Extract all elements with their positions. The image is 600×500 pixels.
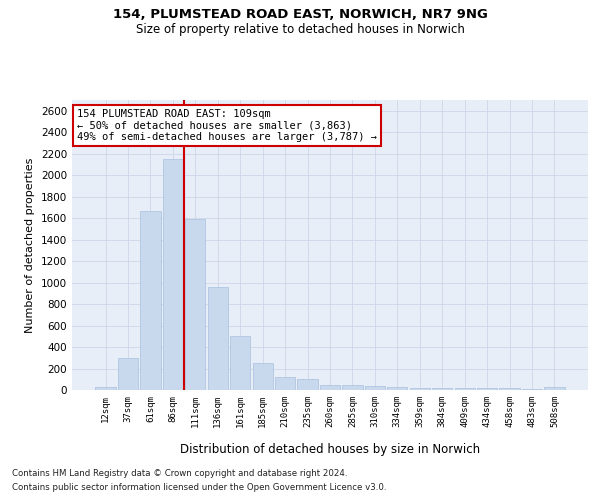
- Bar: [410, 388, 430, 390]
- Bar: [298, 380, 317, 390]
- Text: Size of property relative to detached houses in Norwich: Size of property relative to detached ho…: [136, 22, 464, 36]
- Bar: [432, 388, 452, 390]
- Bar: [253, 363, 273, 390]
- Bar: [320, 384, 340, 390]
- Y-axis label: Number of detached properties: Number of detached properties: [25, 158, 35, 332]
- Text: Contains public sector information licensed under the Open Government Licence v3: Contains public sector information licen…: [12, 484, 386, 492]
- Bar: [140, 210, 161, 390]
- Bar: [95, 388, 116, 390]
- Bar: [455, 388, 475, 390]
- Bar: [343, 384, 362, 390]
- Text: Distribution of detached houses by size in Norwich: Distribution of detached houses by size …: [180, 442, 480, 456]
- Text: Contains HM Land Registry data © Crown copyright and database right 2024.: Contains HM Land Registry data © Crown c…: [12, 468, 347, 477]
- Bar: [185, 219, 205, 390]
- Bar: [118, 358, 138, 390]
- Text: 154, PLUMSTEAD ROAD EAST, NORWICH, NR7 9NG: 154, PLUMSTEAD ROAD EAST, NORWICH, NR7 9…: [113, 8, 487, 20]
- Bar: [365, 386, 385, 390]
- Bar: [544, 388, 565, 390]
- Bar: [230, 336, 250, 390]
- Bar: [275, 377, 295, 390]
- Bar: [499, 388, 520, 390]
- Bar: [477, 388, 497, 390]
- Bar: [163, 159, 183, 390]
- Text: 154 PLUMSTEAD ROAD EAST: 109sqm
← 50% of detached houses are smaller (3,863)
49%: 154 PLUMSTEAD ROAD EAST: 109sqm ← 50% of…: [77, 108, 377, 142]
- Bar: [208, 287, 228, 390]
- Bar: [387, 387, 407, 390]
